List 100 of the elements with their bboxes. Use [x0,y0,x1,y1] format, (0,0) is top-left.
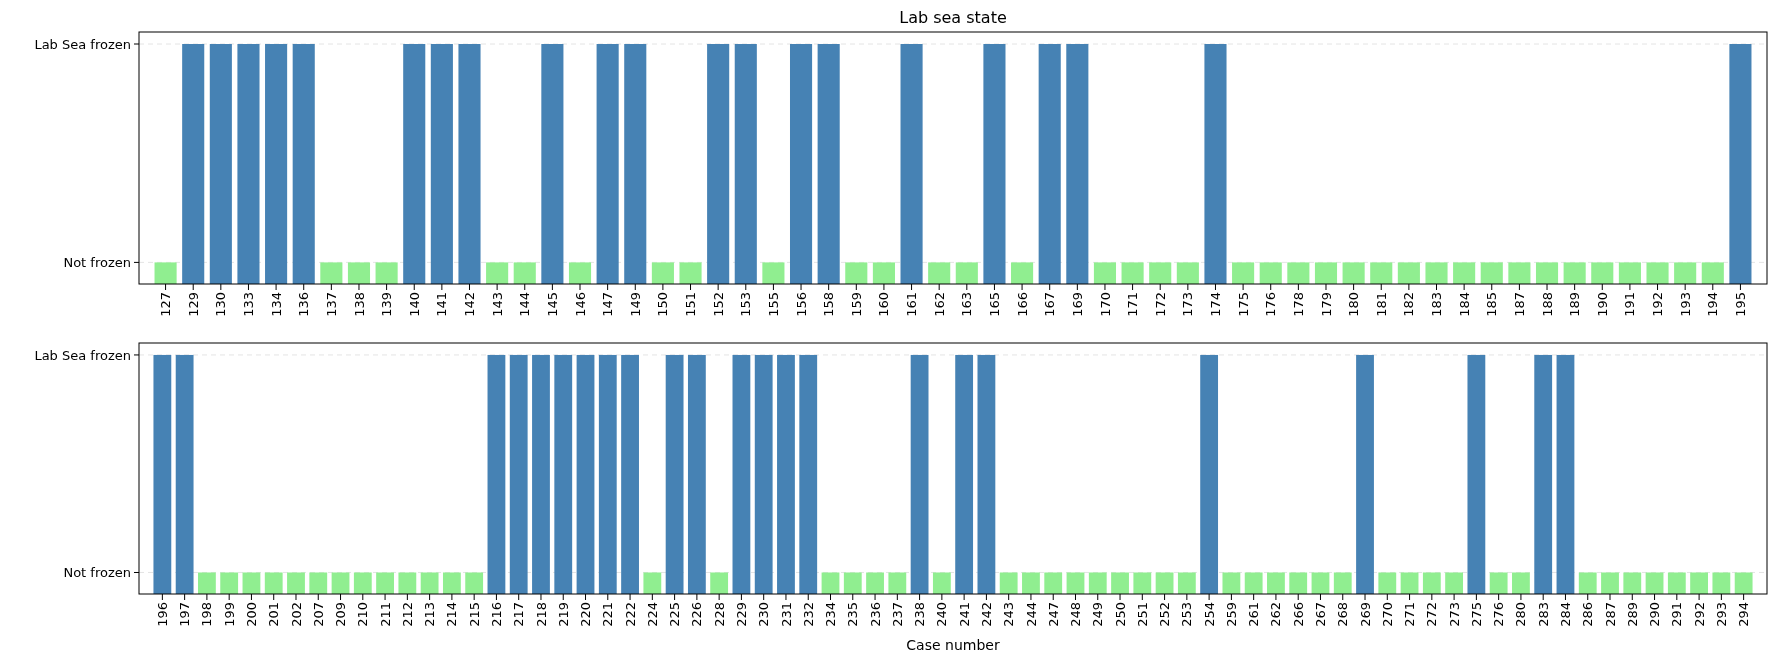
x-tick-label: 175 [1235,292,1251,317]
x-tick-label: 151 [683,292,699,317]
x-tick-label: 162 [931,292,947,317]
x-tick-label: 215 [466,602,482,627]
x-tick-label: 211 [377,602,393,627]
x-tick-label: 189 [1567,292,1583,317]
x-tick-label: 141 [434,292,450,317]
chart-title: Lab sea state [899,8,1007,27]
x-tick-label: 243 [1001,602,1017,627]
x-tick-label: 213 [422,602,438,627]
x-tick-label: 249 [1090,602,1106,627]
x-tick-label: 142 [462,292,478,317]
x-tick-label: 292 [1691,602,1707,627]
x-tick-label: 222 [622,602,638,627]
x-tick-label: 167 [1042,292,1058,317]
x-tick-label: 226 [689,602,705,627]
x-tick-label: 240 [934,602,950,627]
ref-line-label: Lab Sea frozen [34,36,131,52]
x-tick-label: 196 [154,602,170,627]
x-tick-label: 188 [1539,292,1555,317]
x-tick-label: 201 [266,602,282,627]
x-tick-label: 207 [310,602,326,627]
x-tick-label: 193 [1677,292,1693,317]
x-tick-label: 156 [793,292,809,317]
x-tick-label: 259 [1223,602,1239,627]
x-tick-label: 140 [406,292,422,317]
x-tick-label: 160 [876,292,892,317]
x-tick-label: 251 [1134,602,1150,627]
x-tick-label: 284 [1558,602,1574,627]
x-tick-label: 136 [296,292,312,317]
x-tick-label: 220 [578,602,594,627]
x-tick-label: 250 [1112,602,1128,627]
x-tick-label: 169 [1069,292,1085,317]
x-tick-label: 214 [444,602,460,627]
x-tick-label: 247 [1045,602,1061,627]
x-tick-label: 150 [655,292,671,317]
x-tick-label: 254 [1201,602,1217,627]
x-axis-title: Case number [906,637,1000,653]
x-tick-label: 228 [711,602,727,627]
x-tick-label: 130 [213,292,229,317]
x-tick-label: 267 [1313,602,1329,627]
x-tick-label: 242 [978,602,994,627]
x-tick-label: 138 [351,292,367,317]
x-tick-label: 178 [1290,292,1306,317]
x-tick-label: 230 [756,602,772,627]
x-tick-label: 269 [1357,602,1373,627]
x-tick-label: 173 [1180,292,1196,317]
x-tick-label: 174 [1208,292,1224,317]
x-tick-label: 231 [778,602,794,627]
x-tick-label: 161 [904,292,920,317]
ref-line-label: Not frozen [63,254,131,270]
x-tick-label: 191 [1622,292,1638,317]
x-tick-label: 198 [199,602,215,627]
x-tick-label: 209 [333,602,349,627]
x-tick-label: 252 [1157,602,1173,627]
x-tick-label: 216 [488,602,504,627]
x-tick-label: 179 [1318,292,1334,317]
x-tick-label: 238 [912,602,928,627]
x-tick-label: 210 [355,602,371,627]
x-tick-label: 270 [1379,602,1395,627]
x-tick-label: 183 [1429,292,1445,317]
x-tick-label: 181 [1373,292,1389,317]
x-tick-label: 165 [986,292,1002,317]
x-tick-label: 280 [1513,602,1529,627]
x-tick-label: 221 [600,602,616,627]
x-tick-label: 170 [1097,292,1113,317]
x-tick-label: 235 [845,602,861,627]
x-tick-label: 290 [1647,602,1663,627]
x-tick-label: 144 [517,292,533,317]
x-tick-label: 152 [710,292,726,317]
x-tick-label: 134 [268,292,284,317]
x-tick-label: 195 [1732,292,1748,317]
x-tick-label: 262 [1268,602,1284,627]
x-tick-label: 187 [1511,292,1527,317]
x-tick-label: 143 [489,292,505,317]
x-tick-label: 163 [959,292,975,317]
x-tick-label: 218 [533,602,549,627]
x-tick-label: 146 [572,292,588,317]
x-tick-label: 129 [185,292,201,317]
x-tick-label: 190 [1594,292,1610,317]
x-tick-label: 237 [889,602,905,627]
x-tick-label: 236 [867,602,883,627]
x-tick-label: 159 [848,292,864,317]
x-tick-label: 185 [1484,292,1500,317]
x-tick-label: 294 [1736,602,1752,627]
x-tick-label: 180 [1346,292,1362,317]
x-tick-label: 234 [823,602,839,627]
x-tick-label: 184 [1456,292,1472,317]
x-tick-label: 182 [1401,292,1417,317]
x-tick-label: 248 [1068,602,1084,627]
x-tick-label: 241 [956,602,972,627]
x-tick-label: 217 [511,602,527,627]
x-tick-label: 289 [1624,602,1640,627]
x-tick-label: 272 [1424,602,1440,627]
x-tick-label: 133 [241,292,257,317]
x-tick-label: 192 [1650,292,1666,317]
ref-line-label: Not frozen [63,565,131,581]
x-tick-label: 199 [221,602,237,627]
x-tick-label: 283 [1535,602,1551,627]
x-tick-label: 266 [1290,602,1306,627]
